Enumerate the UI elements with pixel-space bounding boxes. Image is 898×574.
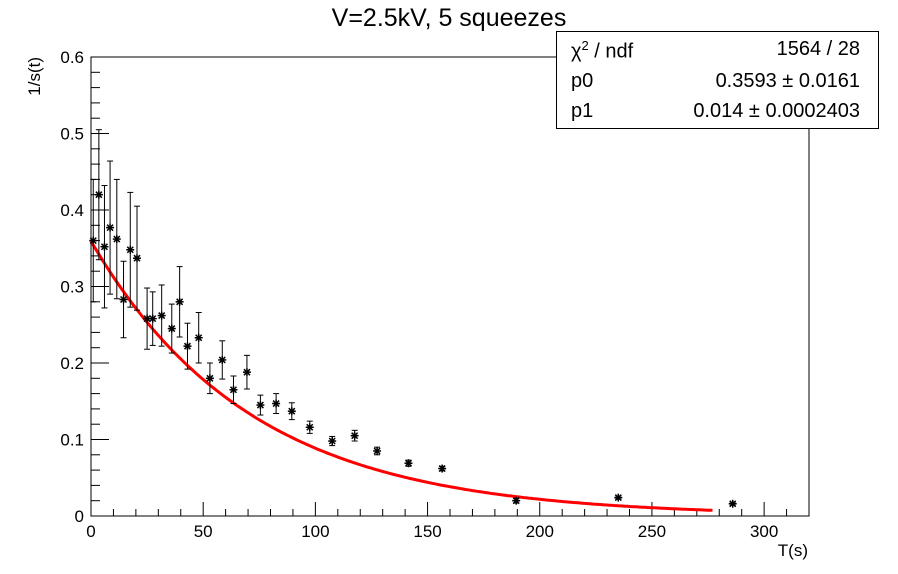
p1-label: p1 [571, 100, 594, 122]
p0-value: 0.3593 ± 0.0161 [715, 70, 860, 92]
star-marker [404, 459, 413, 468]
x-axis-label: T(s) [778, 541, 808, 560]
p0-label: p0 [571, 70, 594, 92]
star-marker [126, 245, 135, 254]
star-marker [94, 190, 103, 199]
x-tick-label: 50 [194, 522, 213, 541]
y-tick-label: 0.2 [60, 354, 84, 373]
data-point [205, 362, 214, 395]
x-tick-label: 150 [413, 522, 441, 541]
axis-tick-labels: 0 50 100 150 200 250 300 0 0.1 0.2 0.3 0.4 0.5 0.6 [60, 48, 778, 541]
data-point [167, 303, 176, 354]
y-tick-label: 0.1 [60, 431, 84, 450]
data-point [106, 160, 115, 295]
data-point [614, 493, 623, 502]
data-point [183, 322, 192, 370]
star-marker [350, 431, 359, 440]
data-point [119, 260, 128, 339]
data-point [175, 266, 184, 338]
data-point [94, 129, 103, 261]
star-marker [373, 446, 382, 455]
stats-row-chi2: χ2 / ndf 1564 / 28 [571, 38, 860, 66]
star-marker [272, 399, 281, 408]
x-tick-label: 100 [301, 522, 329, 541]
star-marker [194, 333, 203, 342]
star-marker [112, 235, 121, 244]
axis-ticks [90, 56, 788, 517]
star-marker [614, 493, 623, 502]
star-marker [205, 374, 214, 383]
star-marker [119, 295, 128, 304]
data-point [272, 393, 281, 414]
data-point [112, 178, 121, 300]
data-point [305, 420, 314, 434]
star-marker [328, 437, 337, 446]
star-marker [100, 242, 109, 251]
star-marker [167, 324, 176, 333]
y-tick-label: 0.3 [60, 278, 84, 297]
chart-title: V=2.5kV, 5 squeezes [331, 4, 567, 32]
star-marker [157, 311, 166, 320]
stats-row-p1: p1 0.014 ± 0.0002403 [571, 100, 860, 128]
data-point [157, 284, 166, 347]
y-tick-label: 0.5 [60, 125, 84, 144]
star-marker [175, 297, 184, 306]
p1-value: 0.014 ± 0.0002403 [693, 100, 860, 122]
star-marker [143, 314, 152, 323]
data-points [89, 129, 737, 508]
data-point [256, 394, 265, 416]
star-marker [183, 342, 192, 351]
star-marker [242, 368, 251, 377]
data-point [328, 435, 337, 447]
star-marker [132, 254, 141, 263]
data-point [143, 287, 152, 350]
fit-curve [89, 240, 713, 512]
data-point [148, 291, 157, 346]
data-point [404, 459, 413, 468]
star-marker [287, 407, 296, 416]
star-marker [218, 355, 227, 364]
star-marker [229, 385, 238, 394]
data-point [512, 496, 521, 505]
y-tick-label: 0.6 [60, 48, 84, 67]
data-point [242, 354, 251, 390]
y-axis-label: 1/s(t) [25, 57, 44, 96]
chi2-label: χ2 / ndf [571, 38, 634, 63]
chi2-value: 1564 / 28 [776, 38, 860, 60]
star-marker [728, 499, 737, 508]
data-point [194, 312, 203, 364]
x-tick-label: 250 [638, 522, 666, 541]
star-marker [148, 314, 157, 323]
data-point [350, 429, 359, 442]
y-tick-label: 0.4 [60, 201, 84, 220]
data-point [438, 464, 447, 473]
x-tick-label: 300 [750, 522, 778, 541]
data-point [229, 375, 238, 405]
data-point [126, 191, 135, 308]
data-point [89, 178, 98, 303]
x-tick-label: 0 [86, 522, 95, 541]
data-point [100, 185, 109, 309]
stats-row-p0: p0 0.3593 ± 0.0161 [571, 70, 860, 98]
star-marker [305, 423, 314, 432]
data-point [287, 402, 296, 421]
star-marker [438, 464, 447, 473]
fit-stats-box: χ2 / ndf 1564 / 28 p0 0.3593 ± 0.0161 p1… [556, 31, 879, 129]
data-point [218, 340, 227, 380]
star-marker [89, 236, 98, 245]
star-marker [106, 223, 115, 232]
data-point [132, 205, 141, 311]
star-marker [256, 401, 265, 410]
data-point [373, 446, 382, 456]
x-tick-label: 200 [526, 522, 554, 541]
y-tick-label: 0 [75, 507, 84, 526]
data-point [728, 499, 737, 508]
star-marker [512, 496, 521, 505]
